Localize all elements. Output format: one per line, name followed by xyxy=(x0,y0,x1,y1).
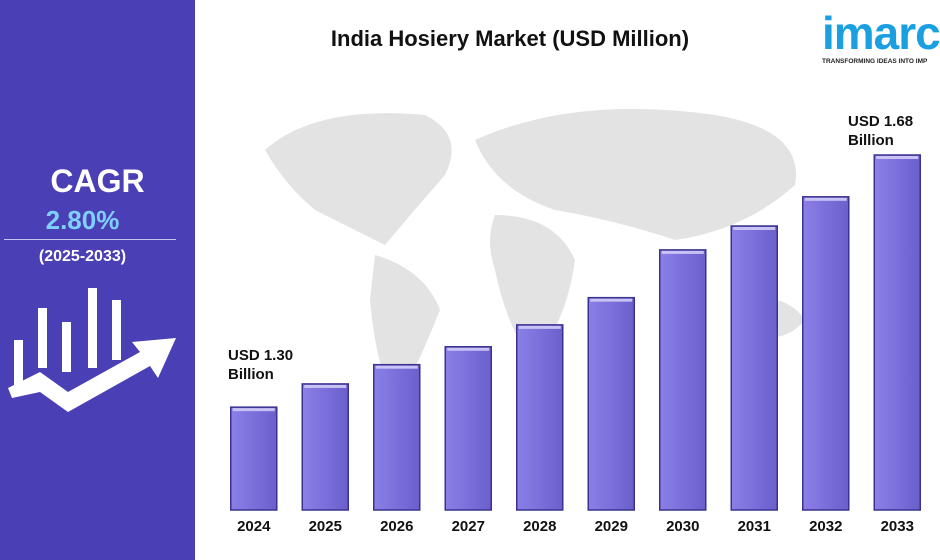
bar-highlight xyxy=(804,197,847,201)
annotation: USD 1.68 Billion xyxy=(848,113,914,149)
bar xyxy=(301,383,349,511)
bar xyxy=(730,225,778,511)
x-tick-label: 2030 xyxy=(666,518,699,535)
bar-highlight xyxy=(733,227,776,230)
logo-tagline: TRANSFORMING IDEAS INTO IMP xyxy=(822,58,928,65)
growth-icon xyxy=(8,288,176,412)
x-tick-label: 2032 xyxy=(809,518,842,535)
bar xyxy=(230,406,278,511)
x-tick-label: 2024 xyxy=(237,518,271,535)
x-tick-label: 2027 xyxy=(452,518,485,535)
bar xyxy=(802,196,850,511)
sidebar: CAGR 2.80% (2025-2033) xyxy=(0,0,195,560)
bar xyxy=(444,346,492,511)
x-tick-label: 2025 xyxy=(309,518,342,535)
annotation: USD 1.30 Billion xyxy=(228,347,294,383)
x-tick-label: 2033 xyxy=(881,518,914,535)
cagr-period: (2025-2033) xyxy=(38,248,127,265)
bar-highlight xyxy=(876,156,919,159)
x-tick-label: 2031 xyxy=(738,518,771,535)
chart-title: India Hosiery Market (USD Million) xyxy=(331,26,689,51)
logo-name: imarc xyxy=(822,10,940,59)
bar-highlight xyxy=(375,365,418,369)
bar-highlight xyxy=(518,325,561,329)
bar xyxy=(373,363,421,511)
bar-highlight xyxy=(661,250,704,254)
bar xyxy=(659,249,707,511)
bar xyxy=(516,324,564,511)
bar-highlight xyxy=(447,347,490,351)
bar xyxy=(873,154,921,511)
world-map xyxy=(265,108,805,410)
bar xyxy=(587,296,635,511)
logo: imarc TRANSFORMING IDEAS INTO IMP xyxy=(822,10,940,65)
divider xyxy=(4,239,176,240)
bar-highlight xyxy=(304,384,347,388)
x-tick-label: 2028 xyxy=(523,518,556,535)
bar-highlight xyxy=(232,408,275,412)
chart: India Hosiery Market (USD Million) 2024 2… xyxy=(230,26,921,535)
x-tick-label: 2029 xyxy=(595,518,628,535)
bar-highlight xyxy=(590,298,633,302)
cagr-heading: CAGR xyxy=(50,163,145,199)
cagr-rate: 2.80% xyxy=(45,205,120,235)
x-tick-label: 2026 xyxy=(380,518,413,535)
